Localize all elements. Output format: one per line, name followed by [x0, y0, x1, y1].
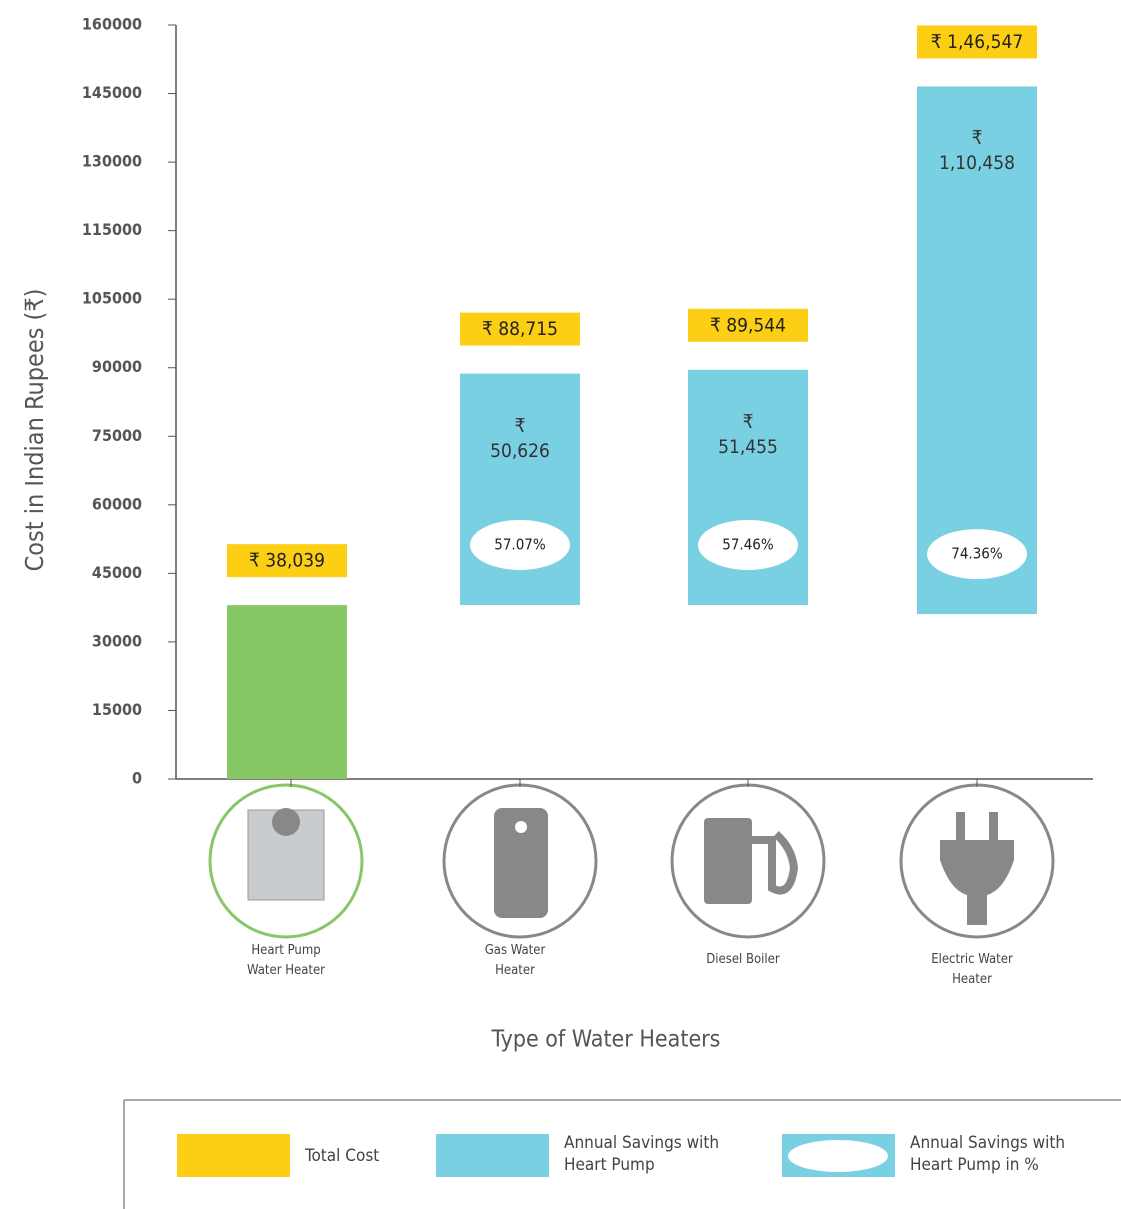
percent-label: 57.46% [722, 535, 774, 553]
y-tick-label: 60000 [92, 494, 142, 513]
y-tick-label: 115000 [82, 220, 142, 239]
bar [227, 605, 347, 779]
percent-label: 57.07% [494, 535, 546, 553]
y-tick-label: 130000 [82, 152, 142, 171]
y-tick-label: 145000 [82, 83, 142, 102]
y-tick-label: 0 [132, 769, 142, 788]
legend-label: Annual Savings with Heart Pump in % [910, 1132, 1070, 1176]
x-tick-label: Heart Pump Water Heater [236, 941, 336, 981]
y-tick-label: 30000 [92, 631, 142, 650]
x-tick-label: Gas Water Heater [465, 941, 565, 981]
total-cost-label: ₹ 1,46,547 [931, 31, 1023, 53]
x-axis-title: Type of Water Heaters [491, 1027, 721, 1053]
gas-icon-dot [515, 821, 527, 833]
y-axis-title: Cost in Indian Rupees (₹) [20, 289, 49, 572]
icons [210, 785, 1053, 937]
savings-label: ₹ 50,626 [460, 414, 580, 464]
plug-pin [956, 812, 965, 840]
total-cost-label: ₹ 88,715 [482, 318, 558, 340]
x-tick-label: Diesel Boiler [693, 950, 793, 970]
chart: Cost in Indian Rupees (₹) Type of Water … [0, 0, 1121, 1209]
total-cost-label: ₹ 38,039 [249, 550, 325, 572]
diesel-icon [704, 818, 752, 904]
savings-label: ₹ 1,10,458 [917, 126, 1037, 176]
diesel-hose [752, 834, 794, 891]
legend-ellipse [788, 1140, 888, 1172]
page: Cost in Indian Rupees (₹) Type of Water … [0, 0, 1121, 1209]
total-cost-label: ₹ 89,544 [710, 314, 786, 336]
x-tick-label: Electric Water Heater [922, 950, 1022, 990]
fan-icon [272, 808, 300, 836]
legend-swatch [177, 1134, 290, 1177]
plug-pin [989, 812, 998, 840]
legend-label: Total Cost [305, 1145, 465, 1167]
y-tick-label: 90000 [92, 357, 142, 376]
percent-label: 74.36% [951, 545, 1003, 563]
y-tick-label: 160000 [82, 15, 142, 34]
savings-label: ₹ 51,455 [688, 410, 808, 460]
y-tick-label: 75000 [92, 426, 142, 445]
y-tick-label: 105000 [82, 289, 142, 308]
y-tick-label: 45000 [92, 563, 142, 582]
bar [460, 374, 580, 605]
plug-icon [940, 840, 1014, 925]
y-tick-label: 15000 [92, 700, 142, 719]
legend-label: Annual Savings with Heart Pump [564, 1132, 724, 1176]
